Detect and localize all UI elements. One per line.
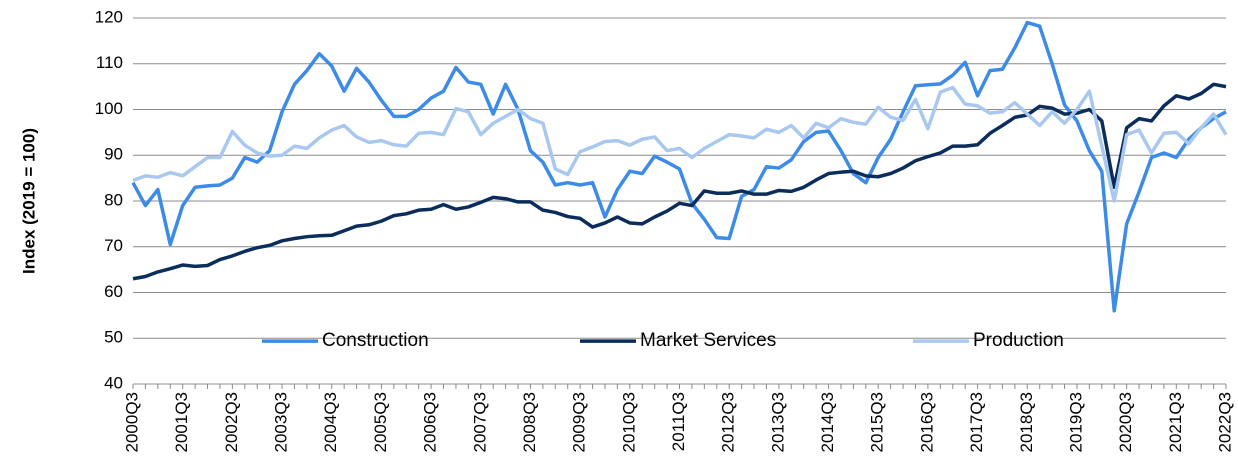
x-tick-label: 2006Q3	[421, 392, 440, 453]
x-tick-label: 2001Q3	[172, 392, 191, 453]
legend-label: Construction	[322, 330, 429, 351]
x-tick-label: 2020Q3	[1116, 392, 1135, 453]
y-axis-label: Index (2019 = 100)	[19, 128, 38, 274]
x-tick-label: 2008Q3	[520, 392, 539, 453]
legend-label: Market Services	[640, 330, 776, 351]
y-tick-label: 50	[104, 328, 123, 347]
y-tick-label: 40	[104, 373, 123, 392]
series-line	[132, 85, 1228, 203]
y-tick-label: 110	[96, 53, 123, 72]
y-tick-label: 90	[104, 145, 123, 164]
x-tick-label: 2003Q3	[272, 392, 291, 453]
x-tick-label: 2009Q3	[570, 392, 589, 453]
y-tick-label: 80	[104, 190, 123, 209]
legend-label: Production	[973, 330, 1064, 351]
x-tick-label: 2019Q3	[1066, 392, 1085, 453]
x-tick-label: 2013Q3	[768, 392, 787, 453]
x-tick-label: 2011Q3	[669, 392, 688, 451]
y-tick-label: 70	[104, 236, 123, 255]
x-tick-label: 2010Q3	[619, 392, 638, 453]
series-line	[131, 20, 1227, 313]
x-tick-label: 2018Q3	[1017, 392, 1036, 453]
x-tick-label: 2004Q3	[321, 392, 340, 453]
x-tick-label: 2007Q3	[470, 392, 489, 453]
x-tick-label: 2012Q3	[719, 392, 738, 453]
x-tick-label: 2016Q3	[917, 392, 936, 453]
x-tick-label: 2002Q3	[222, 392, 241, 453]
x-tick-label: 2021Q3	[1166, 392, 1185, 453]
x-tick-label: 2022Q3	[1215, 392, 1234, 453]
y-tick-label: 120	[95, 7, 123, 26]
x-tick-label: 2017Q3	[967, 392, 986, 453]
series-line	[132, 82, 1227, 281]
y-tick-label: 60	[104, 282, 123, 301]
x-tick-label: 2000Q3	[122, 392, 141, 453]
x-tick-label: 2015Q3	[868, 392, 887, 453]
x-tick-label: 2005Q3	[371, 392, 390, 453]
y-tick-label: 100	[95, 99, 123, 118]
x-tick-label: 2014Q3	[818, 392, 837, 453]
